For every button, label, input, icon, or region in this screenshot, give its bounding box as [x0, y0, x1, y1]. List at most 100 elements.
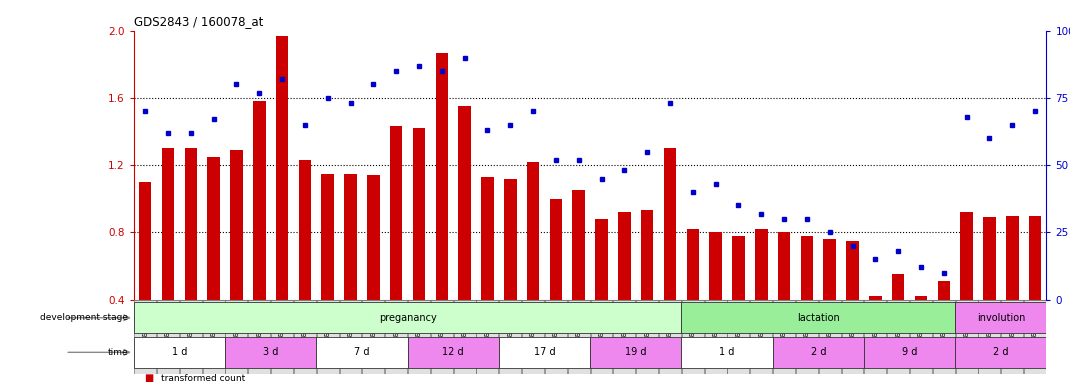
Text: preganancy: preganancy	[379, 313, 437, 323]
Text: GSM202694: GSM202694	[781, 303, 788, 339]
Bar	[367, 175, 380, 300]
Text: GSM202670: GSM202670	[233, 303, 240, 339]
Bar	[869, 296, 882, 300]
Text: GSM202693: GSM202693	[759, 303, 764, 339]
Text: lactation: lactation	[797, 313, 840, 323]
Text: transformed count: transformed count	[160, 374, 245, 383]
FancyBboxPatch shape	[134, 337, 225, 368]
Bar	[1006, 215, 1019, 300]
FancyBboxPatch shape	[476, 300, 499, 374]
FancyBboxPatch shape	[545, 300, 567, 374]
Bar	[824, 239, 836, 300]
FancyBboxPatch shape	[499, 337, 591, 368]
Text: GSM202689: GSM202689	[667, 303, 673, 339]
Bar	[413, 128, 425, 300]
Text: GSM202683: GSM202683	[530, 303, 536, 339]
FancyBboxPatch shape	[659, 300, 681, 374]
Bar	[253, 101, 265, 300]
FancyBboxPatch shape	[773, 337, 863, 368]
FancyBboxPatch shape	[134, 300, 156, 374]
Text: GSM202674: GSM202674	[324, 303, 331, 339]
Bar	[709, 232, 722, 300]
Bar	[960, 212, 973, 300]
FancyBboxPatch shape	[750, 300, 773, 374]
Bar	[184, 148, 197, 300]
Bar	[983, 217, 996, 300]
Text: time: time	[108, 348, 128, 357]
FancyBboxPatch shape	[225, 337, 317, 368]
FancyBboxPatch shape	[682, 300, 704, 374]
Text: 17 d: 17 d	[534, 347, 555, 358]
FancyBboxPatch shape	[637, 300, 658, 374]
FancyBboxPatch shape	[956, 300, 978, 374]
FancyBboxPatch shape	[568, 300, 590, 374]
Text: 19 d: 19 d	[625, 347, 646, 358]
Text: GSM202667: GSM202667	[165, 303, 171, 339]
Text: GSM202678: GSM202678	[416, 303, 422, 339]
Bar	[139, 182, 152, 300]
FancyBboxPatch shape	[408, 337, 499, 368]
Bar	[389, 126, 402, 300]
Bar	[800, 236, 813, 300]
Text: GSM202698: GSM202698	[872, 303, 878, 339]
Bar	[892, 274, 904, 300]
FancyBboxPatch shape	[522, 300, 544, 374]
FancyBboxPatch shape	[294, 300, 316, 374]
FancyBboxPatch shape	[863, 337, 956, 368]
Bar	[641, 210, 654, 300]
Bar	[915, 296, 928, 300]
Text: GSM202666: GSM202666	[142, 303, 148, 339]
Text: GSM202682: GSM202682	[507, 303, 514, 339]
FancyBboxPatch shape	[933, 300, 954, 374]
FancyBboxPatch shape	[226, 300, 247, 374]
Bar	[687, 229, 699, 300]
FancyBboxPatch shape	[728, 300, 749, 374]
FancyBboxPatch shape	[591, 337, 682, 368]
Bar	[732, 236, 745, 300]
Bar	[482, 177, 493, 300]
FancyBboxPatch shape	[682, 302, 956, 333]
Text: GSM202700: GSM202700	[918, 303, 924, 339]
Text: GSM202705: GSM202705	[1033, 303, 1038, 339]
Text: GSM202673: GSM202673	[302, 303, 308, 339]
Text: GSM202671: GSM202671	[256, 303, 262, 339]
Bar	[321, 174, 334, 300]
Text: GSM202677: GSM202677	[393, 303, 399, 339]
Text: GSM202695: GSM202695	[804, 303, 810, 339]
Text: GSM202668: GSM202668	[188, 303, 194, 339]
Text: GSM202680: GSM202680	[461, 303, 468, 339]
Text: 1 d: 1 d	[719, 347, 735, 358]
Text: GSM202675: GSM202675	[348, 303, 353, 339]
FancyBboxPatch shape	[887, 300, 910, 374]
Bar	[937, 281, 950, 300]
FancyBboxPatch shape	[500, 300, 521, 374]
Bar	[618, 212, 630, 300]
Bar	[846, 241, 859, 300]
Bar	[230, 150, 243, 300]
Text: GSM202676: GSM202676	[370, 303, 377, 339]
FancyBboxPatch shape	[431, 300, 453, 374]
FancyBboxPatch shape	[202, 300, 225, 374]
Text: GSM202704: GSM202704	[1009, 303, 1015, 339]
FancyBboxPatch shape	[363, 300, 384, 374]
Bar	[345, 174, 356, 300]
Text: GSM202699: GSM202699	[896, 303, 901, 339]
Text: GSM202692: GSM202692	[735, 303, 742, 339]
FancyBboxPatch shape	[796, 300, 817, 374]
Bar	[208, 157, 220, 300]
FancyBboxPatch shape	[819, 300, 841, 374]
Text: GSM202690: GSM202690	[690, 303, 696, 339]
FancyBboxPatch shape	[408, 300, 430, 374]
Text: 12 d: 12 d	[442, 347, 464, 358]
FancyBboxPatch shape	[842, 300, 863, 374]
Text: GSM202702: GSM202702	[964, 303, 969, 339]
FancyBboxPatch shape	[1024, 300, 1046, 374]
FancyBboxPatch shape	[956, 337, 1046, 368]
Text: GSM202688: GSM202688	[644, 303, 651, 339]
Text: ■: ■	[144, 373, 154, 383]
Text: GSM202684: GSM202684	[553, 303, 559, 339]
Text: GSM202685: GSM202685	[576, 303, 582, 339]
FancyBboxPatch shape	[865, 300, 886, 374]
Text: GSM202672: GSM202672	[279, 303, 285, 339]
Text: GSM202679: GSM202679	[439, 303, 445, 339]
